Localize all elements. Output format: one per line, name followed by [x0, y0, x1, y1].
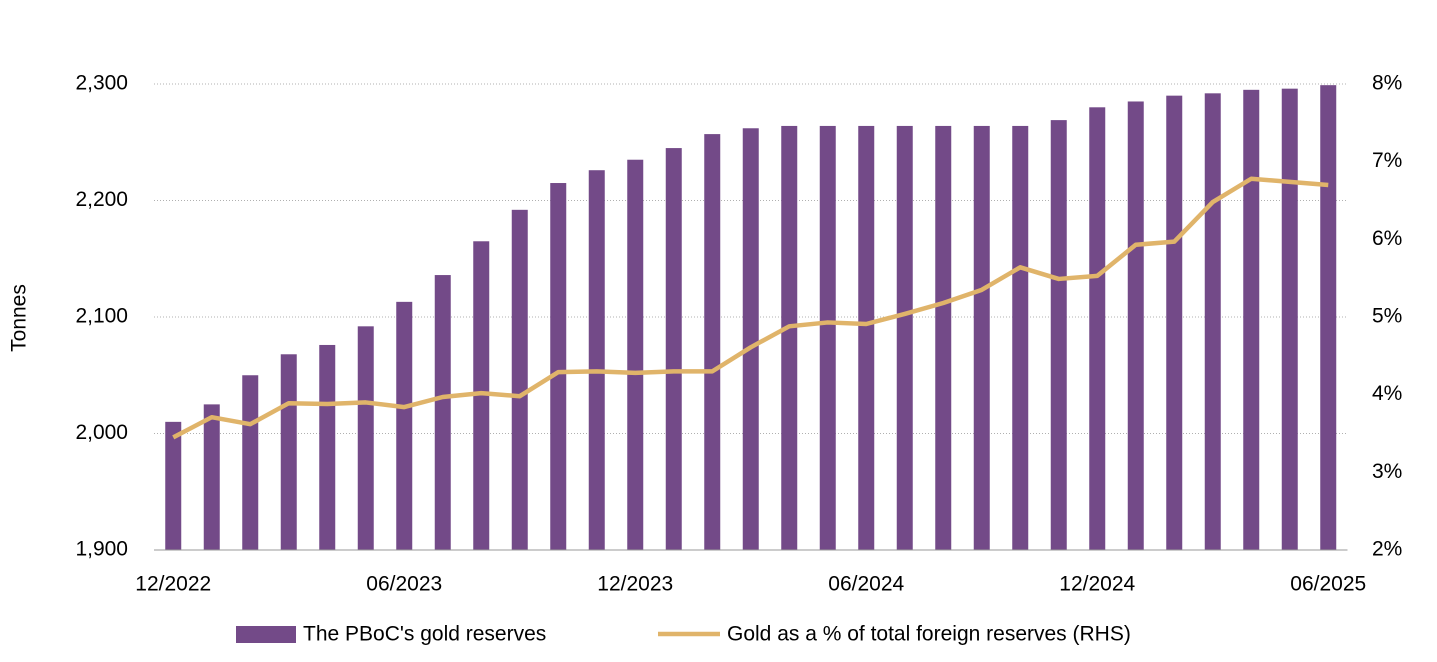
y2-tick-label: 6% — [1372, 227, 1402, 250]
bar — [1281, 88, 1298, 550]
bar — [742, 128, 759, 550]
legend-label: The PBoC's gold reserves — [303, 623, 546, 646]
y2-tick-label: 5% — [1372, 305, 1402, 328]
y-tick-label: 1,900 — [75, 538, 128, 561]
bar — [781, 125, 798, 550]
bar — [1050, 120, 1067, 551]
bar — [704, 134, 721, 550]
y2-tick-label: 8% — [1372, 72, 1402, 95]
y-axis-title: Tonnes — [8, 284, 31, 352]
bar — [627, 159, 644, 550]
bar — [165, 421, 182, 550]
bar — [550, 183, 567, 550]
legend-swatch — [236, 626, 296, 643]
y2-tick-label: 7% — [1372, 149, 1402, 172]
bar — [242, 375, 259, 550]
bar — [473, 241, 490, 550]
bar — [819, 125, 836, 550]
bar — [396, 301, 413, 550]
bar — [511, 209, 528, 550]
x-tick-label: 12/2023 — [597, 573, 673, 596]
bar — [319, 344, 336, 550]
bar — [1166, 95, 1183, 551]
bar — [280, 354, 297, 550]
line — [172, 176, 1329, 440]
y2-tick-label: 2% — [1372, 538, 1402, 561]
legend-label: Gold as a % of total foreign reserves (R… — [727, 623, 1131, 646]
bar — [896, 125, 913, 550]
x-tick-label: 06/2024 — [828, 573, 904, 596]
bar — [588, 170, 605, 550]
bar — [973, 125, 990, 550]
bar — [203, 404, 220, 550]
y-tick-label: 2,100 — [75, 305, 128, 328]
bar — [1012, 125, 1029, 550]
bar — [858, 125, 875, 550]
bar — [357, 326, 374, 550]
y2-tick-label: 4% — [1372, 382, 1402, 405]
y-tick-label: 2,200 — [75, 188, 128, 211]
bar — [1243, 89, 1260, 550]
bar — [434, 275, 451, 550]
y2-tick-label: 3% — [1372, 460, 1402, 483]
y-tick-label: 2,300 — [75, 72, 128, 95]
bar — [1320, 85, 1337, 550]
bar — [1089, 107, 1106, 551]
y-tick-label: 2,000 — [75, 421, 128, 444]
bar — [1127, 101, 1144, 550]
bar — [1204, 93, 1221, 550]
bar — [935, 125, 952, 550]
x-tick-label: 12/2022 — [135, 573, 211, 596]
bar — [665, 148, 682, 550]
x-tick-label: 12/2024 — [1059, 573, 1135, 596]
x-tick-label: 06/2023 — [366, 573, 442, 596]
x-tick-label: 06/2025 — [1290, 573, 1366, 596]
